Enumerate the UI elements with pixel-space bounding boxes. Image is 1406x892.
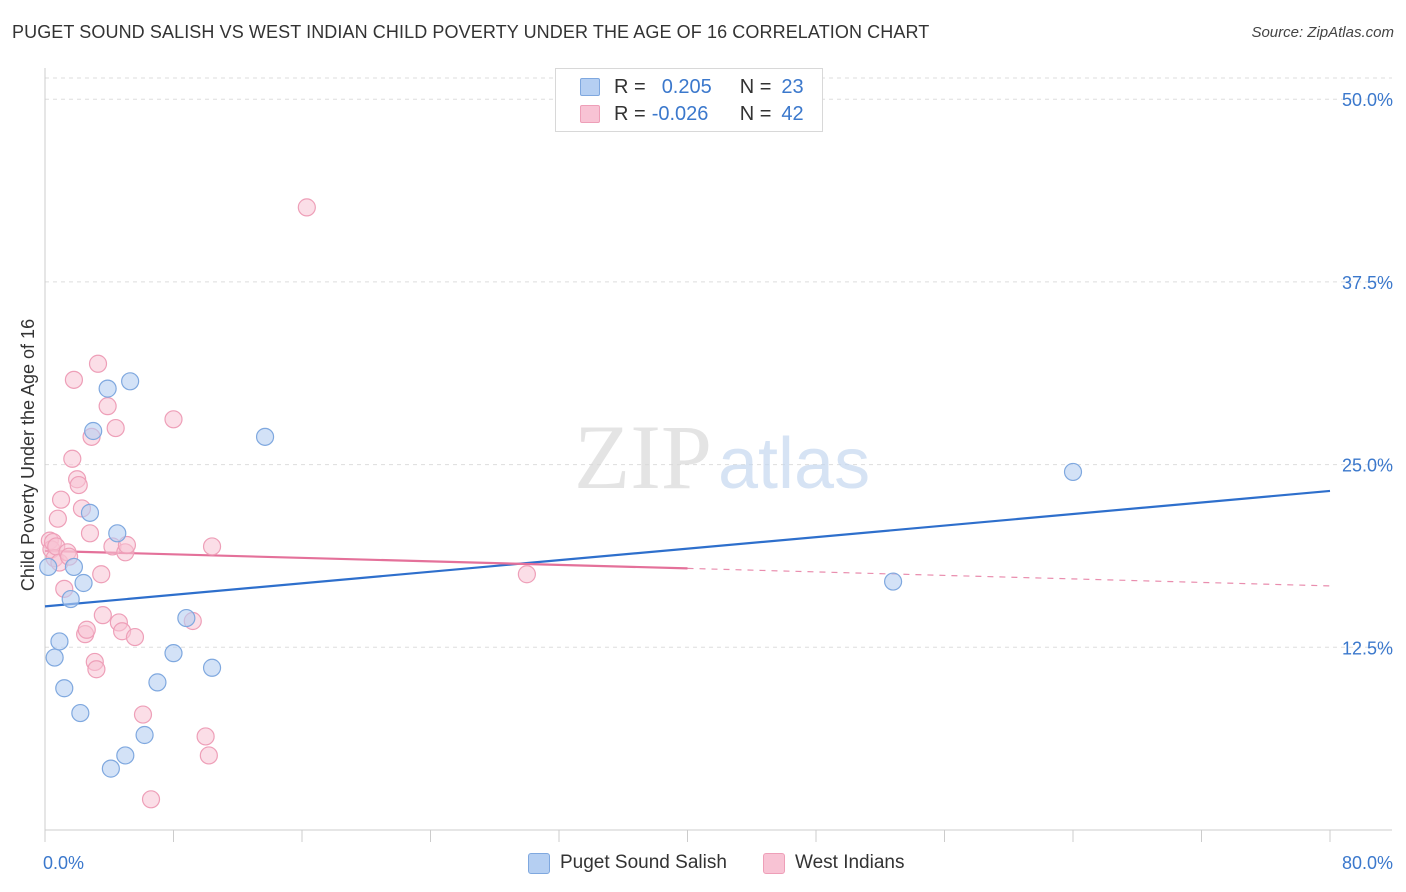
watermark-atlas: atlas xyxy=(718,424,870,504)
puget-sound-salish-point xyxy=(45,648,64,667)
y-tick-label: 50.0% xyxy=(1342,90,1393,110)
west-indians-point xyxy=(64,370,84,389)
legend-n-label: N = xyxy=(739,102,772,125)
trend-lines xyxy=(44,489,1331,608)
legend-swatch-pink xyxy=(580,105,600,123)
puget-sound-salish-point xyxy=(64,557,84,577)
bottom-legend-swatch-blue xyxy=(528,852,550,874)
legend-row-puget: R = 0.205 N = 23 xyxy=(580,75,804,99)
west-indians-points xyxy=(40,198,536,809)
y-tick-label: 37.5% xyxy=(1342,273,1393,293)
legend-r-label: R = xyxy=(614,102,646,125)
west-indians-point xyxy=(69,475,88,495)
puget-sound-salish-point xyxy=(50,632,69,651)
west-indians-point xyxy=(199,746,218,765)
west-indians-point xyxy=(106,418,125,438)
puget-sound-salish-point xyxy=(84,421,103,441)
puget-sound-salish-point xyxy=(121,372,140,391)
puget-sound-salish-point xyxy=(101,759,120,778)
puget-sound-salish-point xyxy=(1063,462,1083,482)
y-tick-label: 25.0% xyxy=(1342,456,1393,476)
west-indians-point xyxy=(93,606,112,625)
west-indians-point xyxy=(141,790,161,809)
puget-sound-salish-point xyxy=(108,524,127,543)
west-indians-point xyxy=(92,565,111,584)
west-indians-point xyxy=(125,627,145,647)
west-indians-point xyxy=(202,537,222,556)
legend-r-value: -0.026 xyxy=(651,102,709,125)
west-indians-point xyxy=(164,410,183,429)
puget-sound-salish-point xyxy=(74,573,93,593)
chart-title: PUGET SOUND SALISH VS WEST INDIAN CHILD … xyxy=(12,22,930,42)
axis-labels: 12.5% 25.0% 37.5% 50.0% 0.0% 80.0% Child Pover… xyxy=(18,90,1393,873)
puget-sound-salish-point xyxy=(39,557,58,577)
x-tick-label: 80.0% xyxy=(1342,853,1393,873)
legend-r-label: R = xyxy=(614,75,646,98)
puget-sound-salish-point xyxy=(61,589,80,609)
west-indians-point xyxy=(133,705,153,724)
trend-line-west-indians-extension xyxy=(687,567,1331,587)
bottom-legend-puget: Puget Sound Salish xyxy=(528,852,727,874)
legend-n-label: N = xyxy=(739,75,772,98)
west-indians-point xyxy=(98,397,117,416)
west-indians-point xyxy=(80,524,100,543)
gridlines xyxy=(45,77,1392,648)
west-indians-point xyxy=(297,198,316,217)
west-indians-point xyxy=(63,449,82,468)
puget-sound-salish-point xyxy=(135,725,154,745)
west-indians-point xyxy=(51,490,71,509)
puget-sound-salish-point xyxy=(98,379,117,398)
watermark-zip: ZIP xyxy=(574,406,712,508)
y-tick-label: 12.5% xyxy=(1342,638,1393,658)
bottom-legend-label: West Indians xyxy=(795,852,905,873)
legend-swatch-blue xyxy=(580,78,600,96)
puget-sound-salish-point xyxy=(71,703,90,723)
trend-line-puget-sound-salish xyxy=(44,489,1331,608)
west-indians-point xyxy=(77,620,96,639)
puget-sound-salish-point xyxy=(177,608,196,628)
legend-n-value: 42 xyxy=(781,102,804,125)
axes xyxy=(44,68,1392,842)
watermark: ZIP atlas xyxy=(574,406,870,508)
puget-sound-salish-point xyxy=(164,644,183,663)
y-axis-title: Child Poverty Under the Age of 16 xyxy=(18,319,38,591)
puget-sound-salish-point xyxy=(116,746,135,765)
puget-sound-salish-point xyxy=(80,503,100,522)
puget-sound-salish-point xyxy=(883,572,903,591)
west-indians-point xyxy=(517,565,536,584)
legend-n-value: 23 xyxy=(781,75,804,98)
puget-sound-salish-point xyxy=(148,673,167,692)
legend-r-value: 0.205 xyxy=(661,75,712,98)
correlation-legend: R = 0.205 N = 23 R = -0.026 N = 42 xyxy=(555,68,823,132)
west-indians-point xyxy=(196,727,215,746)
legend-row-west-indians: R = -0.026 N = 42 xyxy=(580,102,804,126)
bottom-legend-swatch-pink xyxy=(763,852,785,874)
bottom-legend-west-indians: West Indians xyxy=(763,852,904,874)
west-indians-point xyxy=(48,509,67,528)
west-indians-point xyxy=(87,660,106,679)
puget-sound-salish-point xyxy=(55,679,74,698)
source-label: Source: ZipAtlas.com xyxy=(1251,24,1394,41)
puget-sound-salish-point xyxy=(255,427,275,446)
trend-line-west-indians xyxy=(44,549,688,570)
bottom-legend-label: Puget Sound Salish xyxy=(560,852,727,873)
x-tick-label: 0.0% xyxy=(43,853,84,873)
west-indians-point xyxy=(117,535,137,555)
west-indians-point xyxy=(88,354,108,373)
puget-sound-salish-point xyxy=(202,658,222,677)
puget-sound-salish-points xyxy=(39,372,1083,778)
